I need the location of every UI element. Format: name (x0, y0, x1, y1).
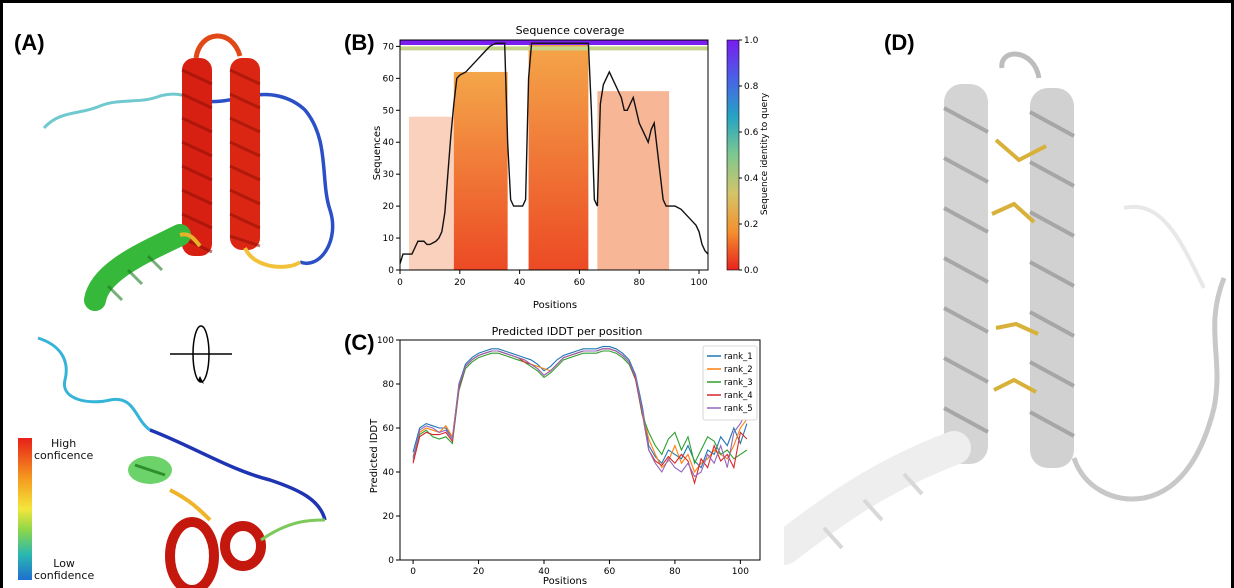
x-axis-label: Positions (543, 576, 587, 586)
y-tick-label: 0 (388, 556, 394, 566)
plddt-chart: Predicted lDDT per position 0 20 40 60 80 100… (369, 325, 761, 586)
legend-high-line-1: High (50, 437, 77, 450)
coverage-block (453, 71, 508, 270)
panel-label-b: (B) (344, 30, 375, 55)
y-axis-label: Predicted lDDT (369, 418, 380, 493)
series-line-rank_2 (412, 348, 748, 474)
series-line-rank_3 (412, 350, 748, 465)
legend-high-line-2: conficence (34, 449, 94, 462)
y-tick-label: 10 (383, 234, 395, 244)
disulfide-bonds (991, 138, 1047, 394)
x-tick-label: 80 (669, 567, 681, 577)
colorbar-tick-label: 0.4 (744, 174, 759, 184)
helix-3 (84, 224, 191, 311)
identity-band (400, 46, 708, 51)
helix-faded (784, 431, 971, 565)
y-tick-label: 40 (383, 468, 395, 478)
y-tick-label: 50 (383, 106, 395, 116)
y-tick-label: 20 (383, 202, 395, 212)
structure-top-view (42, 33, 335, 311)
x-tick-label: 0 (410, 567, 416, 577)
x-tick-label: 20 (473, 567, 485, 577)
panel-label-a: (A) (14, 30, 45, 55)
x-tick-label: 100 (732, 567, 749, 577)
y-tick-label: 60 (383, 74, 395, 84)
series-line-rank_5 (412, 348, 748, 478)
plot-frame (399, 39, 709, 271)
coverage-axes: 0 20 40 60 80 100 0 10 20 30 40 50 60 70 (383, 39, 709, 288)
x-tick-label: 40 (514, 278, 526, 288)
rotation-symbol (170, 325, 232, 384)
sequence-coverage-chart: Sequence coverage 0 20 40 60 80 100 0 10 20 30 40 5… (372, 24, 770, 311)
x-tick-label: 60 (604, 567, 616, 577)
structure-bottom-view (37, 336, 327, 588)
legend-label-rank_1: rank_1 (724, 352, 753, 362)
legend-label-rank_5: rank_5 (724, 404, 753, 414)
y-tick-label: 40 (383, 138, 395, 148)
legend-label-rank_2: rank_2 (724, 365, 753, 375)
colorbar-tick-label: 0.0 (744, 266, 759, 276)
plddt-axes: 0 20 40 60 80 100 0 20 40 60 80 100 (377, 336, 761, 577)
colorbar-tick-label: 0.8 (744, 82, 759, 92)
helix-2 (229, 58, 261, 250)
x-tick-label: 100 (690, 278, 707, 288)
helix-1 (181, 58, 213, 256)
legend-low-line-1: Low (53, 557, 75, 570)
x-tick-label: 40 (538, 567, 550, 577)
plot-frame (399, 339, 761, 561)
y-tick-label: 80 (383, 380, 395, 390)
x-tick-label: 80 (633, 278, 645, 288)
colorbar-label: Sequence identity to query (760, 92, 770, 215)
colorbar-rect (726, 39, 740, 271)
x-tick-label: 20 (454, 278, 466, 288)
legend-box (702, 345, 758, 421)
coverage-plot-area (399, 40, 709, 271)
legend-low-label: Low confidence (34, 558, 94, 582)
y-tick-label: 60 (383, 424, 395, 434)
coverage-line (399, 42, 709, 264)
confidence-colorbar (18, 438, 32, 580)
legend-label-rank_4: rank_4 (724, 391, 753, 401)
colorbar-tick-label: 0.2 (744, 220, 758, 230)
legend-high-label: High conficence (34, 438, 93, 462)
coverage-block (528, 43, 589, 270)
x-tick-label: 0 (397, 278, 403, 288)
colorbar-tick-label: 1.0 (744, 36, 759, 46)
legend-label-rank_3: rank_3 (724, 378, 753, 388)
series-line-rank_1 (412, 346, 748, 469)
chart-title: Sequence coverage (516, 24, 625, 37)
panel-label-d: (D) (884, 30, 915, 55)
legend: rank_1 rank_2 rank_3 rank_4 rank_5 (702, 345, 758, 421)
identity-colorbar: 0.0 0.2 0.4 0.6 0.8 1.0 (726, 36, 759, 276)
helix-right (1029, 88, 1075, 468)
legend-low-line-2: confidence (34, 569, 95, 582)
panel-a-structure-image (18, 33, 335, 588)
y-tick-label: 30 (383, 170, 395, 180)
panel-d-structure-image (784, 51, 1227, 565)
helix-left (943, 84, 989, 464)
colorbar-tick-label: 0.6 (744, 128, 759, 138)
coverage-block (597, 91, 670, 270)
panel-label-c: (C) (344, 330, 375, 355)
y-tick-label: 70 (383, 42, 395, 52)
x-tick-label: 60 (574, 278, 586, 288)
x-axis-label: Positions (533, 300, 577, 311)
y-tick-label: 20 (383, 512, 395, 522)
y-tick-label: 100 (377, 336, 394, 346)
plddt-plot-area (412, 346, 748, 486)
y-tick-label: 0 (388, 266, 394, 276)
chart-title: Predicted lDDT per position (492, 325, 643, 338)
y-axis-label: Sequences (372, 126, 383, 181)
